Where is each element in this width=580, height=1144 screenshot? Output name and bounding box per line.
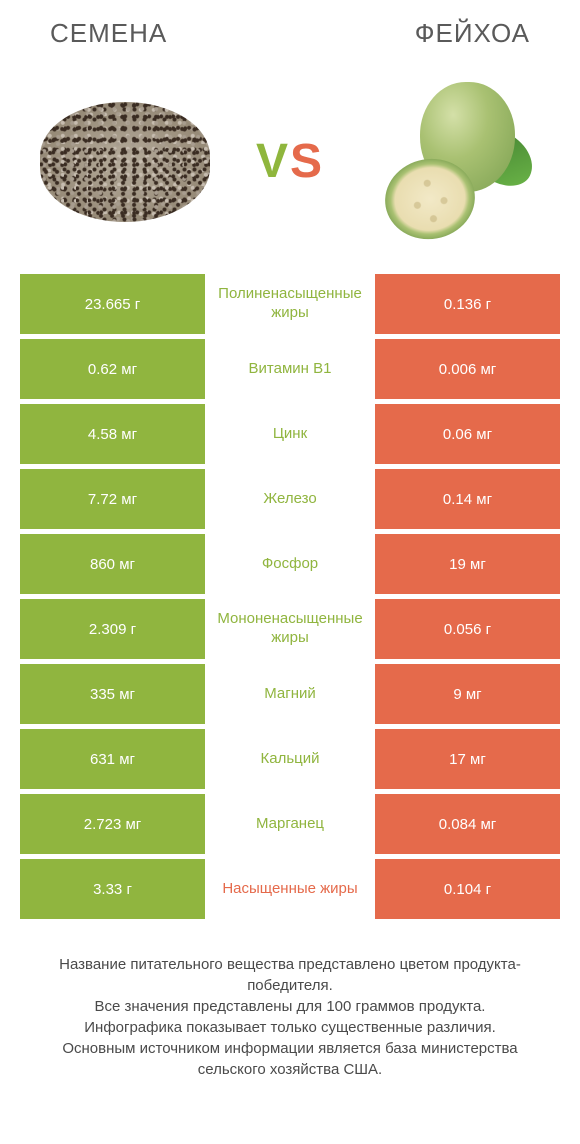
right-value-cell: 0.084 мг xyxy=(375,794,560,854)
nutrient-label: Цинк xyxy=(205,404,375,464)
left-value-cell: 631 мг xyxy=(20,729,205,789)
table-row: 2.309 гМононенасыщенные жиры0.056 г xyxy=(20,599,560,659)
left-value-cell: 335 мг xyxy=(20,664,205,724)
table-row: 0.62 мгВитамин B10.006 мг xyxy=(20,339,560,399)
left-product-image xyxy=(30,77,220,247)
illustration-row: VS xyxy=(0,59,580,274)
nutrient-label: Насыщенные жиры xyxy=(205,859,375,919)
footer-line: Все значения представлены для 100 граммо… xyxy=(28,996,552,1017)
comparison-table: 23.665 гПолиненасыщенные жиры0.136 г0.62… xyxy=(0,274,580,919)
right-value-cell: 9 мг xyxy=(375,664,560,724)
nutrient-label: Полиненасыщенные жиры xyxy=(205,274,375,334)
right-value-cell: 19 мг xyxy=(375,534,560,594)
nutrient-label: Мононенасыщенные жиры xyxy=(205,599,375,659)
right-value-cell: 0.104 г xyxy=(375,859,560,919)
footer-line: Название питательного вещества представл… xyxy=(28,954,552,996)
table-row: 335 мгМагний9 мг xyxy=(20,664,560,724)
left-value-cell: 860 мг xyxy=(20,534,205,594)
table-row: 3.33 гНасыщенные жиры0.104 г xyxy=(20,859,560,919)
table-row: 4.58 мгЦинк0.06 мг xyxy=(20,404,560,464)
left-value-cell: 7.72 мг xyxy=(20,469,205,529)
table-row: 23.665 гПолиненасыщенные жиры0.136 г xyxy=(20,274,560,334)
nutrient-label: Марганец xyxy=(205,794,375,854)
right-product-title: Фейхоа xyxy=(415,18,530,49)
footer-line: Инфографика показывает только существенн… xyxy=(28,1017,552,1038)
left-value-cell: 0.62 мг xyxy=(20,339,205,399)
nutrient-label: Магний xyxy=(205,664,375,724)
nutrient-label: Железо xyxy=(205,469,375,529)
right-value-cell: 0.136 г xyxy=(375,274,560,334)
right-product-image xyxy=(360,77,550,247)
left-value-cell: 4.58 мг xyxy=(20,404,205,464)
table-row: 2.723 мгМарганец0.084 мг xyxy=(20,794,560,854)
right-value-cell: 17 мг xyxy=(375,729,560,789)
table-row: 631 мгКальций17 мг xyxy=(20,729,560,789)
nutrient-label: Кальций xyxy=(205,729,375,789)
vs-v-letter: V xyxy=(256,135,290,188)
table-row: 860 мгФосфор19 мг xyxy=(20,534,560,594)
right-value-cell: 0.14 мг xyxy=(375,469,560,529)
right-value-cell: 0.006 мг xyxy=(375,339,560,399)
right-value-cell: 0.056 г xyxy=(375,599,560,659)
chia-seeds-icon xyxy=(40,102,210,222)
feijoa-icon xyxy=(370,77,540,247)
left-value-cell: 2.723 мг xyxy=(20,794,205,854)
right-value-cell: 0.06 мг xyxy=(375,404,560,464)
left-value-cell: 23.665 г xyxy=(20,274,205,334)
footer-line: Основным источником информации является … xyxy=(28,1038,552,1080)
footer-notes: Название питательного вещества представл… xyxy=(0,924,580,1080)
header: Семена Фейхоа xyxy=(0,0,580,59)
nutrient-label: Витамин B1 xyxy=(205,339,375,399)
left-value-cell: 3.33 г xyxy=(20,859,205,919)
vs-label: VS xyxy=(256,134,324,189)
table-row: 7.72 мгЖелезо0.14 мг xyxy=(20,469,560,529)
left-product-title: Семена xyxy=(50,18,167,49)
nutrient-label: Фосфор xyxy=(205,534,375,594)
vs-s-letter: S xyxy=(290,135,324,188)
left-value-cell: 2.309 г xyxy=(20,599,205,659)
